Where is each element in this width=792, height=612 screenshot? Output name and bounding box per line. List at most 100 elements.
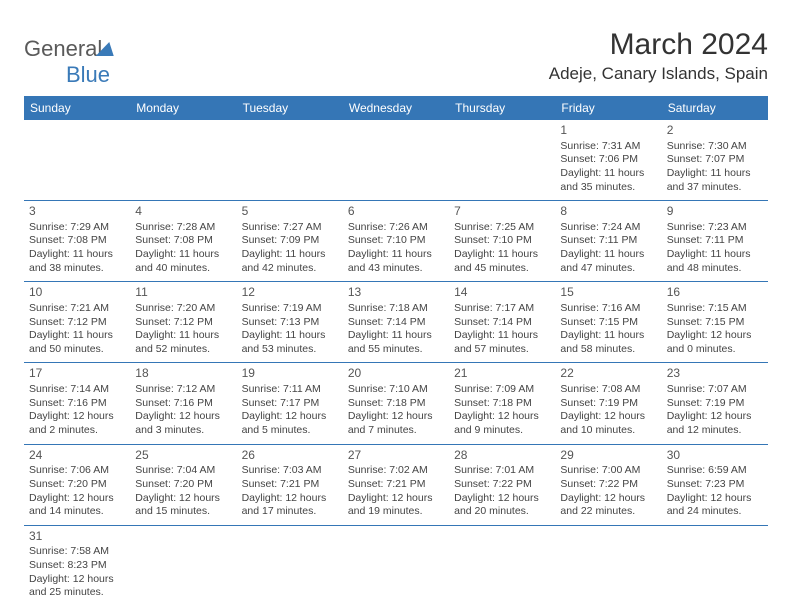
day-number: 1 — [560, 123, 656, 139]
calendar-empty-cell — [130, 120, 236, 201]
calendar-day: 13Sunrise: 7:18 AMSunset: 7:14 PMDayligh… — [343, 282, 449, 363]
daylight-text: Daylight: 11 hours and 43 minutes. — [348, 248, 444, 275]
calendar-empty-cell — [24, 120, 130, 201]
sunset-text: Sunset: 7:08 PM — [135, 234, 231, 248]
daylight-text: Daylight: 12 hours and 5 minutes. — [242, 410, 338, 437]
daylight-text: Daylight: 11 hours and 35 minutes. — [560, 167, 656, 194]
daylight-text: Daylight: 12 hours and 20 minutes. — [454, 492, 550, 519]
daylight-text: Daylight: 12 hours and 15 minutes. — [135, 492, 231, 519]
daylight-text: Daylight: 12 hours and 2 minutes. — [29, 410, 125, 437]
sunrise-text: Sunrise: 7:01 AM — [454, 464, 550, 478]
sunrise-text: Sunrise: 7:12 AM — [135, 383, 231, 397]
location-subtitle: Adeje, Canary Islands, Spain — [549, 64, 768, 84]
sunset-text: Sunset: 7:20 PM — [135, 478, 231, 492]
day-number: 11 — [135, 285, 231, 301]
day-number: 8 — [560, 204, 656, 220]
title-block: March 2024 Adeje, Canary Islands, Spain — [549, 28, 768, 84]
calendar-day: 8Sunrise: 7:24 AMSunset: 7:11 PMDaylight… — [555, 201, 661, 282]
page-title: March 2024 — [549, 28, 768, 62]
daylight-text: Daylight: 12 hours and 24 minutes. — [667, 492, 763, 519]
calendar-day: 17Sunrise: 7:14 AMSunset: 7:16 PMDayligh… — [24, 363, 130, 444]
day-number: 25 — [135, 448, 231, 464]
daylight-text: Daylight: 11 hours and 55 minutes. — [348, 329, 444, 356]
daylight-text: Daylight: 11 hours and 48 minutes. — [667, 248, 763, 275]
calendar-day: 4Sunrise: 7:28 AMSunset: 7:08 PMDaylight… — [130, 201, 236, 282]
page-header: GeneralBlue March 2024 Adeje, Canary Isl… — [24, 28, 768, 88]
day-header: Saturday — [662, 96, 768, 120]
daylight-text: Daylight: 12 hours and 3 minutes. — [135, 410, 231, 437]
sunrise-text: Sunrise: 7:31 AM — [560, 140, 656, 154]
sunset-text: Sunset: 7:19 PM — [667, 397, 763, 411]
sunset-text: Sunset: 7:16 PM — [135, 397, 231, 411]
calendar-day: 20Sunrise: 7:10 AMSunset: 7:18 PMDayligh… — [343, 363, 449, 444]
sunset-text: Sunset: 7:12 PM — [135, 316, 231, 330]
day-number: 28 — [454, 448, 550, 464]
sunset-text: Sunset: 7:08 PM — [29, 234, 125, 248]
calendar-day: 27Sunrise: 7:02 AMSunset: 7:21 PMDayligh… — [343, 444, 449, 525]
sunset-text: Sunset: 7:18 PM — [454, 397, 550, 411]
sunrise-text: Sunrise: 7:27 AM — [242, 221, 338, 235]
sunset-text: Sunset: 7:11 PM — [667, 234, 763, 248]
calendar-week: 1Sunrise: 7:31 AMSunset: 7:06 PMDaylight… — [24, 120, 768, 201]
day-number: 15 — [560, 285, 656, 301]
sunrise-text: Sunrise: 7:04 AM — [135, 464, 231, 478]
brand-text: GeneralBlue — [24, 36, 116, 88]
daylight-text: Daylight: 12 hours and 12 minutes. — [667, 410, 763, 437]
sunrise-text: Sunrise: 7:24 AM — [560, 221, 656, 235]
sunrise-text: Sunrise: 7:30 AM — [667, 140, 763, 154]
brand-part1: General — [24, 36, 102, 61]
day-number: 17 — [29, 366, 125, 382]
sunrise-text: Sunrise: 7:21 AM — [29, 302, 125, 316]
daylight-text: Daylight: 11 hours and 50 minutes. — [29, 329, 125, 356]
calendar-week: 17Sunrise: 7:14 AMSunset: 7:16 PMDayligh… — [24, 363, 768, 444]
day-number: 10 — [29, 285, 125, 301]
daylight-text: Daylight: 12 hours and 22 minutes. — [560, 492, 656, 519]
calendar-day: 25Sunrise: 7:04 AMSunset: 7:20 PMDayligh… — [130, 444, 236, 525]
sunset-text: Sunset: 7:14 PM — [348, 316, 444, 330]
calendar-day: 18Sunrise: 7:12 AMSunset: 7:16 PMDayligh… — [130, 363, 236, 444]
calendar-day: 14Sunrise: 7:17 AMSunset: 7:14 PMDayligh… — [449, 282, 555, 363]
sunrise-text: Sunrise: 7:15 AM — [667, 302, 763, 316]
calendar-day: 10Sunrise: 7:21 AMSunset: 7:12 PMDayligh… — [24, 282, 130, 363]
day-number: 26 — [242, 448, 338, 464]
daylight-text: Daylight: 12 hours and 7 minutes. — [348, 410, 444, 437]
daylight-text: Daylight: 11 hours and 47 minutes. — [560, 248, 656, 275]
sunrise-text: Sunrise: 7:16 AM — [560, 302, 656, 316]
sunrise-text: Sunrise: 7:14 AM — [29, 383, 125, 397]
sunrise-text: Sunrise: 7:17 AM — [454, 302, 550, 316]
daylight-text: Daylight: 11 hours and 42 minutes. — [242, 248, 338, 275]
daylight-text: Daylight: 11 hours and 57 minutes. — [454, 329, 550, 356]
calendar-empty-cell — [449, 120, 555, 201]
calendar-day: 29Sunrise: 7:00 AMSunset: 7:22 PMDayligh… — [555, 444, 661, 525]
day-number: 2 — [667, 123, 763, 139]
sunrise-text: Sunrise: 7:29 AM — [29, 221, 125, 235]
daylight-text: Daylight: 11 hours and 38 minutes. — [29, 248, 125, 275]
sunset-text: Sunset: 7:22 PM — [560, 478, 656, 492]
sunset-text: Sunset: 7:06 PM — [560, 153, 656, 167]
calendar-day: 15Sunrise: 7:16 AMSunset: 7:15 PMDayligh… — [555, 282, 661, 363]
day-number: 7 — [454, 204, 550, 220]
sunset-text: Sunset: 7:15 PM — [667, 316, 763, 330]
day-number: 20 — [348, 366, 444, 382]
day-header: Friday — [555, 96, 661, 120]
calendar-day: 16Sunrise: 7:15 AMSunset: 7:15 PMDayligh… — [662, 282, 768, 363]
sunset-text: Sunset: 7:18 PM — [348, 397, 444, 411]
day-number: 23 — [667, 366, 763, 382]
day-header-row: SundayMondayTuesdayWednesdayThursdayFrid… — [24, 96, 768, 120]
day-header: Monday — [130, 96, 236, 120]
sunrise-text: Sunrise: 7:58 AM — [29, 545, 125, 559]
sunrise-text: Sunrise: 7:23 AM — [667, 221, 763, 235]
calendar-day: 11Sunrise: 7:20 AMSunset: 7:12 PMDayligh… — [130, 282, 236, 363]
sunrise-text: Sunrise: 7:10 AM — [348, 383, 444, 397]
calendar-empty-cell — [130, 525, 236, 606]
brand-part2: Blue — [66, 62, 110, 87]
daylight-text: Daylight: 11 hours and 52 minutes. — [135, 329, 231, 356]
sunrise-text: Sunrise: 7:26 AM — [348, 221, 444, 235]
calendar-empty-cell — [343, 525, 449, 606]
sunrise-text: Sunrise: 7:18 AM — [348, 302, 444, 316]
daylight-text: Daylight: 12 hours and 14 minutes. — [29, 492, 125, 519]
calendar-empty-cell — [555, 525, 661, 606]
day-number: 6 — [348, 204, 444, 220]
calendar-day: 2Sunrise: 7:30 AMSunset: 7:07 PMDaylight… — [662, 120, 768, 201]
calendar-day: 26Sunrise: 7:03 AMSunset: 7:21 PMDayligh… — [237, 444, 343, 525]
